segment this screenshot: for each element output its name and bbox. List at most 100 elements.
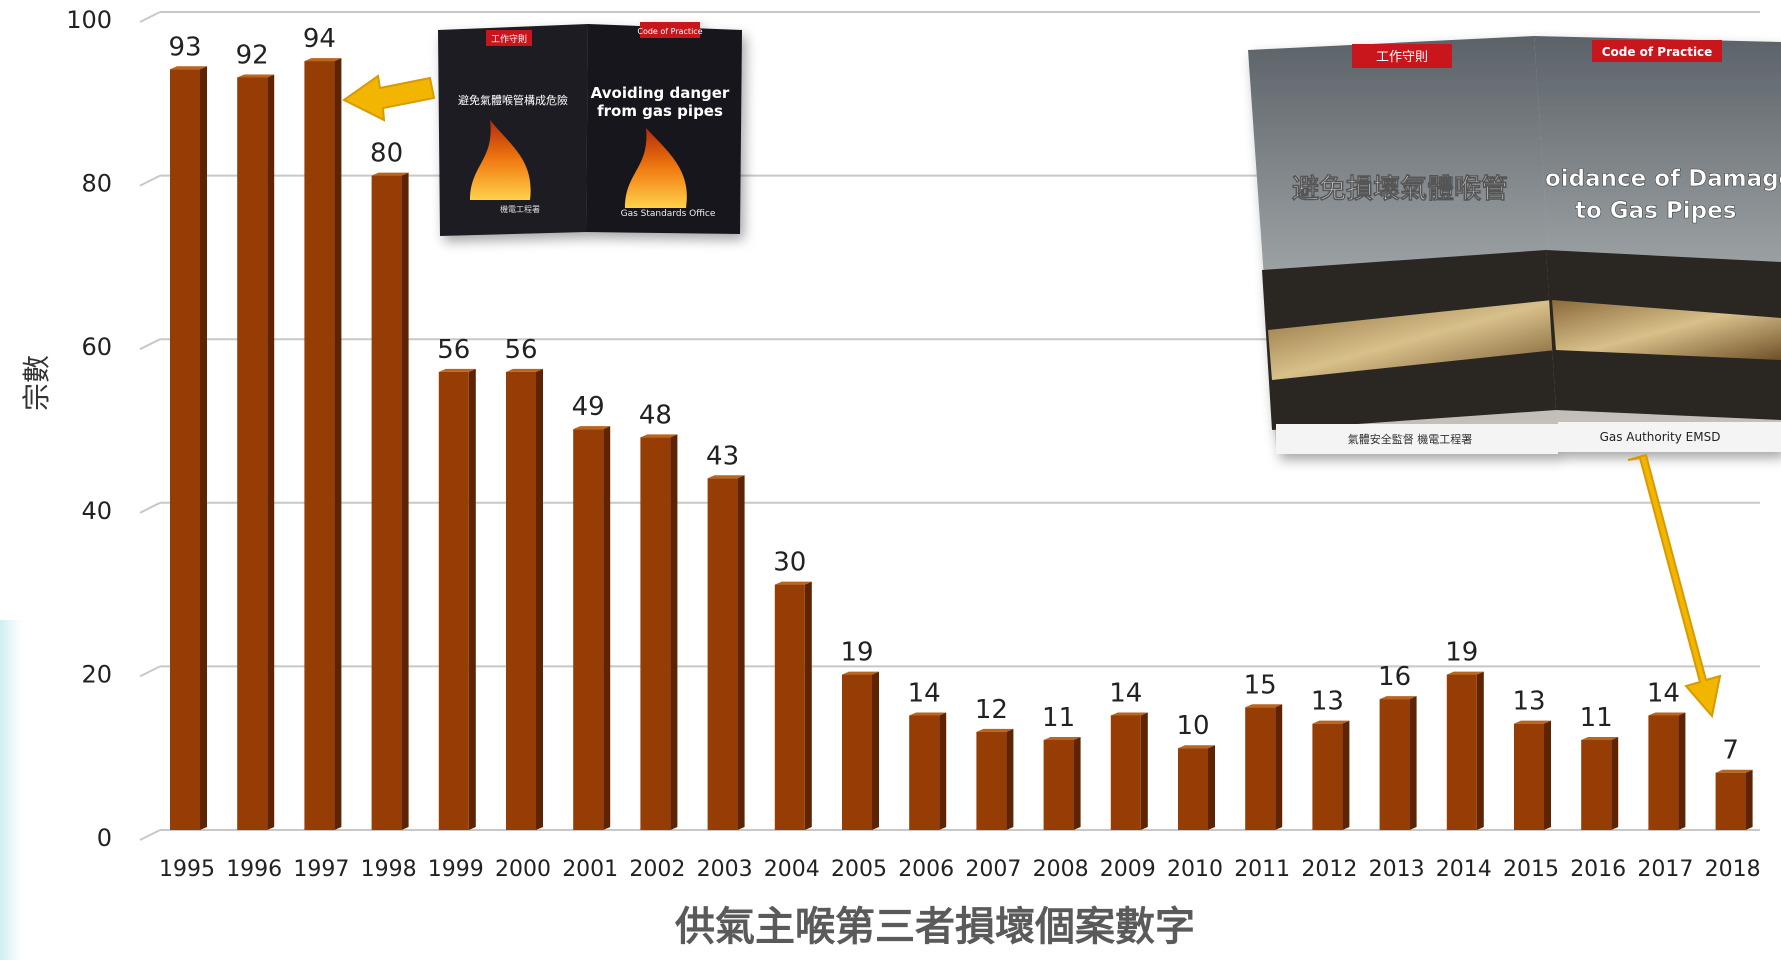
bar-2009	[1110, 712, 1148, 830]
x-tick-1998: 1998	[361, 857, 417, 882]
bar-top	[640, 434, 678, 438]
data-label-2018: 7	[1722, 736, 1739, 766]
bar-top	[1110, 712, 1148, 716]
data-label-2001: 49	[572, 392, 605, 422]
bar-front	[909, 715, 940, 830]
bar-front	[842, 674, 872, 830]
y-tick-label: 100	[66, 6, 112, 34]
bar-front	[1581, 740, 1612, 830]
booklet-small-left-title: 避免氣體喉管構成危險	[458, 93, 568, 107]
booklet-small-left-footer: 機電工程署	[500, 204, 540, 214]
x-tick-2014: 2014	[1436, 857, 1492, 882]
booklet-small-right-cover: Code of Practice Avoiding danger from ga…	[586, 22, 742, 234]
bar-front	[1446, 674, 1477, 830]
bar-top	[909, 712, 947, 716]
bar-top	[573, 426, 611, 430]
booklet-large-left-footer: 氣體安全監督 機電工程署	[1348, 432, 1473, 446]
bar-side	[1208, 745, 1215, 830]
x-tick-2006: 2006	[898, 857, 954, 882]
bar-series	[170, 58, 1753, 831]
bar-side	[468, 368, 476, 830]
data-label-1999: 56	[437, 335, 470, 365]
y-tick-label: 0	[97, 824, 112, 852]
bar-side	[401, 172, 409, 831]
data-label-2010: 10	[1176, 711, 1209, 741]
bar-2010	[1178, 745, 1215, 830]
gridline-slant	[139, 338, 161, 351]
bar-2017	[1648, 712, 1686, 830]
x-tick-2018: 2018	[1705, 857, 1761, 882]
flame-icon	[625, 128, 687, 208]
bar-front	[1379, 699, 1410, 830]
bar-top	[976, 728, 1014, 732]
x-axis-ticks: 1995 1996 1997 1998 1999 2000 2001 2002 2003 2004…	[159, 857, 1761, 882]
data-label-2000: 56	[504, 335, 537, 365]
x-tick-2009: 2009	[1100, 857, 1156, 882]
x-tick-1995: 1995	[159, 857, 215, 882]
data-label-1995: 93	[168, 32, 201, 62]
x-tick-2017: 2017	[1637, 857, 1693, 882]
bar-top	[1312, 720, 1350, 724]
data-label-2014: 19	[1445, 638, 1478, 668]
y-tick-label: 40	[81, 497, 112, 525]
bar-top	[842, 671, 879, 675]
booklet-large-right-title-1: oidance of Damage	[1545, 166, 1781, 192]
booklet-large-left-badge: 工作守則	[1376, 50, 1428, 65]
bar-1998	[371, 172, 409, 831]
x-tick-2002: 2002	[629, 857, 685, 882]
side-glow	[0, 620, 22, 960]
bar-front	[976, 731, 1007, 830]
bar-side	[1476, 671, 1484, 830]
bar-2018	[1715, 769, 1753, 830]
bar-front	[237, 77, 268, 830]
bar-front	[707, 478, 738, 830]
bar-side	[939, 712, 947, 830]
chart-title: 供氣主喉第三者損壞個案數字	[675, 904, 1195, 950]
bar-2005	[842, 671, 879, 830]
x-tick-2012: 2012	[1301, 857, 1357, 882]
bar-front	[774, 584, 805, 830]
y-axis-label: 宗數	[20, 355, 53, 411]
x-tick-2011: 2011	[1234, 857, 1290, 882]
y-tick-label: 60	[81, 333, 112, 361]
gridline-slant	[139, 665, 161, 678]
x-tick-2001: 2001	[562, 857, 618, 882]
gridline-slant	[139, 174, 161, 187]
bar-top	[438, 368, 476, 372]
data-label-2004: 30	[773, 548, 806, 578]
bar-side	[1140, 712, 1148, 830]
bar-top	[170, 66, 207, 70]
bar-front	[170, 69, 200, 830]
bar-top	[304, 58, 342, 62]
booklet-small-image: 工作守則 避免氣體喉管構成危險 機電工程署 Code of Practice A…	[438, 22, 742, 236]
booklet-large-left-cover: 工作守則 避免損壞氣體喉管 氣體安全監督 機電工程署	[1248, 36, 1560, 454]
arrow-to-1997-icon	[342, 74, 436, 122]
x-tick-2005: 2005	[831, 857, 887, 882]
bar-front	[371, 175, 402, 831]
bar-front	[438, 371, 469, 830]
bar-top	[1446, 671, 1484, 675]
data-label-2008: 11	[1042, 703, 1075, 733]
booklet-large-image: 工作守則 避免損壞氣體喉管 氣體安全監督 機電工程署 Code of Pract…	[1248, 36, 1781, 454]
data-label-2015: 13	[1512, 687, 1545, 717]
bar-side	[1073, 737, 1081, 830]
bar-top	[1648, 712, 1686, 716]
bar-top	[371, 172, 409, 176]
data-label-1997: 94	[303, 24, 336, 54]
data-label-2009: 14	[1109, 678, 1142, 708]
data-label-2017: 14	[1647, 678, 1680, 708]
data-label-2005: 19	[840, 638, 873, 668]
bar-2001	[573, 426, 611, 830]
booklet-small-right-footer: Gas Standards Office	[621, 209, 716, 219]
data-label-2011: 15	[1244, 670, 1277, 700]
y-tick-label: 20	[81, 660, 112, 688]
data-label-2007: 12	[975, 695, 1008, 725]
booklet-large-right-title-2: to Gas Pipes	[1575, 198, 1736, 224]
bar-2013	[1379, 696, 1417, 830]
y-axis-ticks: 0 20 40 60 80 100	[66, 6, 112, 852]
bar-top	[1715, 769, 1753, 773]
booklet-large-right-footer: Gas Authority EMSD	[1600, 430, 1721, 444]
bar-side	[670, 434, 678, 830]
bar-top	[1043, 737, 1081, 741]
bar-2006	[909, 712, 947, 830]
